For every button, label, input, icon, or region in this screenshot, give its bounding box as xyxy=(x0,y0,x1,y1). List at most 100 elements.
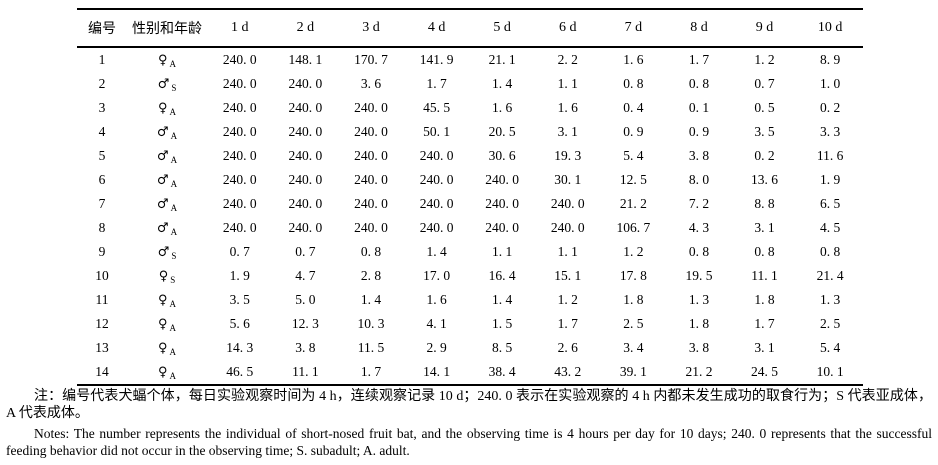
latency-value-cell: 1. 9 xyxy=(229,268,250,283)
table-row: 14 ♀ A 46. 5 11. 1 1. 7 14. 1 38. 4 43. 2 39. 1 21… xyxy=(77,360,863,385)
female-symbol-icon: ♀ xyxy=(157,364,168,380)
latency-value-cell: 1. 9 xyxy=(820,172,841,187)
latency-value-cell: 240. 0 xyxy=(419,172,454,187)
latency-value-cell: 5. 4 xyxy=(820,340,841,355)
age-subscript: A xyxy=(169,346,177,357)
age-subscript: A xyxy=(169,370,177,381)
age-subscript: A xyxy=(170,226,178,237)
latency-value-cell: 3. 5 xyxy=(229,292,250,307)
latency-value-cell: 3. 4 xyxy=(623,340,644,355)
latency-value-cell: 2. 6 xyxy=(557,340,578,355)
female-symbol-icon: ♀ xyxy=(157,100,168,116)
latency-value-cell: 240. 0 xyxy=(222,196,257,211)
latency-value-cell: 240. 0 xyxy=(419,148,454,163)
latency-value-cell: 1. 7 xyxy=(360,364,382,379)
latency-value-cell: 21. 2 xyxy=(685,364,713,379)
column-header: 9 d xyxy=(731,9,798,48)
latency-value-cell: 0. 8 xyxy=(688,76,710,91)
latency-value-cell: 0. 4 xyxy=(623,100,644,115)
bat-id-cell: 13 xyxy=(95,340,109,355)
latency-value-cell: 1. 7 xyxy=(688,52,710,67)
latency-value-cell: 3. 8 xyxy=(688,148,710,163)
latency-value-cell: 1. 6 xyxy=(492,100,513,115)
age-subscript: A xyxy=(169,298,177,309)
table-row: 6 ♂ A 240. 0 240. 0 240. 0 240. 0 240. 0 30. 1 12… xyxy=(77,168,863,192)
age-subscript: A xyxy=(169,58,177,69)
latency-value-cell: 1. 5 xyxy=(492,316,513,331)
latency-value-cell: 1. 8 xyxy=(623,292,644,307)
sex-age-cell: ♀ A xyxy=(127,312,207,336)
latency-value-cell: 240. 0 xyxy=(485,196,520,211)
latency-value-cell: 1. 7 xyxy=(426,76,447,91)
female-symbol-icon: ♀ xyxy=(157,52,168,68)
latency-value-cell: 38. 4 xyxy=(488,364,516,379)
table-row: 4 ♂ A 240. 0 240. 0 240. 0 50. 1 20. 5 3. 1 0. 9 0… xyxy=(77,120,863,144)
column-header: 2 d xyxy=(272,9,339,48)
latency-value-cell: 1. 8 xyxy=(754,292,775,307)
latency-value-cell: 240. 0 xyxy=(222,148,257,163)
table-row: 2 ♂ S 240. 0 240. 0 3. 6 1. 7 1. 4 1. 1 0. 8 0. 8 0… xyxy=(77,72,863,96)
latency-value-cell: 240. 0 xyxy=(288,148,323,163)
latency-value-cell: 0. 2 xyxy=(754,148,775,163)
latency-value-cell: 1. 2 xyxy=(557,292,578,307)
latency-value-cell: 1. 4 xyxy=(426,244,447,259)
male-symbol-icon: ♂ xyxy=(156,148,169,164)
latency-value-cell: 1. 8 xyxy=(688,316,710,331)
latency-value-cell: 0. 8 xyxy=(820,244,841,259)
latency-value-cell: 240. 0 xyxy=(354,196,388,211)
latency-value-cell: 3. 8 xyxy=(295,340,316,355)
age-subscript: A xyxy=(170,154,178,165)
male-symbol-icon: ♂ xyxy=(156,172,169,188)
bat-id-cell: 8 xyxy=(98,220,106,235)
latency-value-cell: 240. 0 xyxy=(288,172,323,187)
latency-value-cell: 0. 7 xyxy=(295,244,316,259)
latency-value-cell: 6. 5 xyxy=(820,196,841,211)
female-symbol-icon: ♀ xyxy=(157,316,168,332)
latency-value-cell: 4. 7 xyxy=(295,268,316,283)
age-subscript: S xyxy=(170,274,176,285)
latency-value-cell: 1. 2 xyxy=(623,244,644,259)
table-row: 8 ♂ A 240. 0 240. 0 240. 0 240. 0 240. 0 240. 0 1… xyxy=(77,216,863,240)
sex-age-cell: ♂ A xyxy=(127,192,207,216)
bat-id-cell: 14 xyxy=(95,364,109,379)
latency-value-cell: 0. 8 xyxy=(360,244,382,259)
latency-value-cell: 14. 1 xyxy=(423,364,451,379)
latency-value-cell: 4. 3 xyxy=(688,220,710,235)
latency-value-cell: 240. 0 xyxy=(550,220,585,235)
latency-value-cell: 170. 7 xyxy=(354,52,388,67)
sex-age-cell: ♀ A xyxy=(127,288,207,312)
latency-value-cell: 21. 2 xyxy=(619,196,647,211)
latency-value-cell: 11. 6 xyxy=(816,148,844,163)
latency-value-cell: 4. 1 xyxy=(426,316,447,331)
latency-value-cell: 240. 0 xyxy=(288,124,323,139)
latency-value-cell: 0. 7 xyxy=(754,76,775,91)
latency-value-cell: 1. 1 xyxy=(492,244,513,259)
column-header: 7 d xyxy=(600,9,667,48)
column-header: 5 d xyxy=(469,9,535,48)
sex-age-cell: ♀ S xyxy=(127,264,207,288)
latency-value-cell: 8. 9 xyxy=(820,52,841,67)
latency-value-cell: 1. 3 xyxy=(820,292,841,307)
latency-value-cell: 1. 2 xyxy=(754,52,775,67)
latency-value-cell: 30. 1 xyxy=(554,172,582,187)
latency-value-cell: 3. 1 xyxy=(754,340,775,355)
latency-value-cell: 240. 0 xyxy=(222,52,257,67)
table-notes: 注：编号代表犬蝠个体，每日实验观察时间为 4 h，连续观察记录 10 d；240… xyxy=(6,388,932,459)
latency-value-cell: 43. 2 xyxy=(554,364,582,379)
latency-value-cell: 0. 8 xyxy=(688,244,710,259)
latency-value-cell: 3. 5 xyxy=(754,124,775,139)
bat-id-cell: 7 xyxy=(98,196,106,211)
latency-value-cell: 10. 1 xyxy=(816,364,844,379)
latency-value-cell: 240. 0 xyxy=(354,220,388,235)
latency-value-cell: 7. 2 xyxy=(688,196,710,211)
bat-id-cell: 5 xyxy=(98,148,106,163)
age-subscript: A xyxy=(170,202,178,213)
latency-value-cell: 240. 0 xyxy=(354,100,388,115)
bat-id-cell: 11 xyxy=(95,292,109,307)
latency-value-cell: 1. 7 xyxy=(754,316,775,331)
age-subscript: A xyxy=(169,106,177,117)
latency-value-cell: 39. 1 xyxy=(619,364,647,379)
column-header: 3 d xyxy=(338,9,404,48)
female-symbol-icon: ♀ xyxy=(157,292,168,308)
